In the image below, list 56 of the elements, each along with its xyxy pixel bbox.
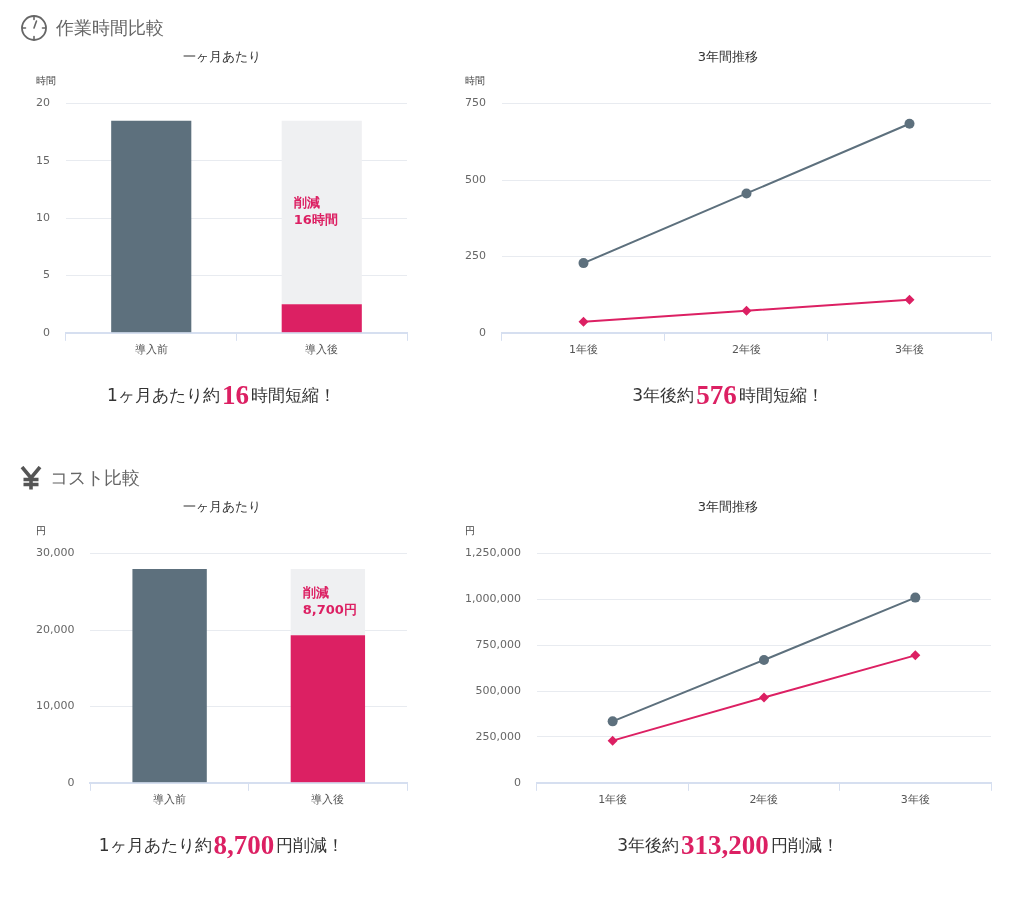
y-tick-label: 250 [465, 249, 486, 263]
point [904, 118, 915, 129]
x-tick-label: 3年後 [900, 793, 930, 807]
y-tick-label: 1,250,000 [465, 546, 521, 560]
x-tick-label: 2年後 [749, 793, 779, 807]
y-tick-label: 30,000 [35, 546, 75, 560]
chart-subtitle: 3年間推移 [697, 49, 759, 65]
point [578, 316, 589, 327]
y-axis-title: 円 [465, 525, 475, 537]
chart-subtitle: 一ヶ月あたり [182, 49, 261, 65]
y-tick-label: 20,000 [35, 622, 75, 636]
chart-title: 作業時間比較 [56, 16, 164, 40]
y-tick-label: 0 [479, 325, 486, 339]
y-tick-label: 10,000 [35, 699, 75, 713]
chart-subtitle: 3年間推移 [697, 499, 759, 515]
y-tick-label: 1,000,000 [465, 592, 521, 606]
y-tick-label: 10 [36, 211, 50, 225]
point [741, 188, 752, 199]
y-tick-label: 0 [513, 775, 521, 789]
y-tick-label: 750 [465, 96, 486, 110]
y-tick-label: 500,000 [475, 683, 521, 697]
x-tick-label: 1年後 [569, 343, 598, 357]
x-tick-label: 導入前 [153, 793, 187, 807]
text: 3年後約313,200円削減！ [616, 828, 840, 862]
x-tick-label: 導入前 [134, 343, 168, 357]
x-tick-label: 3年後 [895, 343, 924, 357]
y-tick-label: 15 [36, 153, 50, 167]
point [607, 735, 618, 746]
y-tick-label: 250,000 [475, 729, 521, 743]
text: 1ヶ月あたり約8,700円削減！ [97, 828, 346, 862]
data-label: 削減 8,700円 [301, 584, 357, 617]
text: 3年後約576時間短縮！ [631, 378, 825, 412]
x-tick-label: 導入後 [305, 343, 339, 357]
point [904, 294, 915, 305]
point [910, 592, 921, 603]
y-tick-label: 500 [465, 172, 486, 186]
point [607, 716, 618, 727]
point [758, 654, 769, 665]
y-tick-label: 0 [43, 325, 50, 339]
chart-title: コスト比較 [50, 466, 140, 490]
x-tick-label: 1年後 [598, 793, 628, 807]
point [741, 305, 752, 316]
chart-subtitle: 一ヶ月あたり [182, 499, 261, 515]
y-tick-label: 750,000 [475, 638, 521, 652]
data-label: 削減 16時間 [292, 195, 338, 228]
x-tick-label: 2年後 [732, 343, 761, 357]
y-axis-title: 円 [36, 525, 46, 537]
y-axis-title: 時間 [36, 75, 56, 87]
x-tick-label: 導入後 [311, 793, 345, 807]
y-axis-title: 時間 [465, 75, 485, 87]
point [910, 650, 921, 661]
y-tick-label: 20 [36, 96, 50, 110]
y-tick-label: 5 [43, 268, 50, 282]
point [578, 258, 589, 269]
y-tick-label: 0 [67, 775, 75, 789]
point [758, 692, 769, 703]
